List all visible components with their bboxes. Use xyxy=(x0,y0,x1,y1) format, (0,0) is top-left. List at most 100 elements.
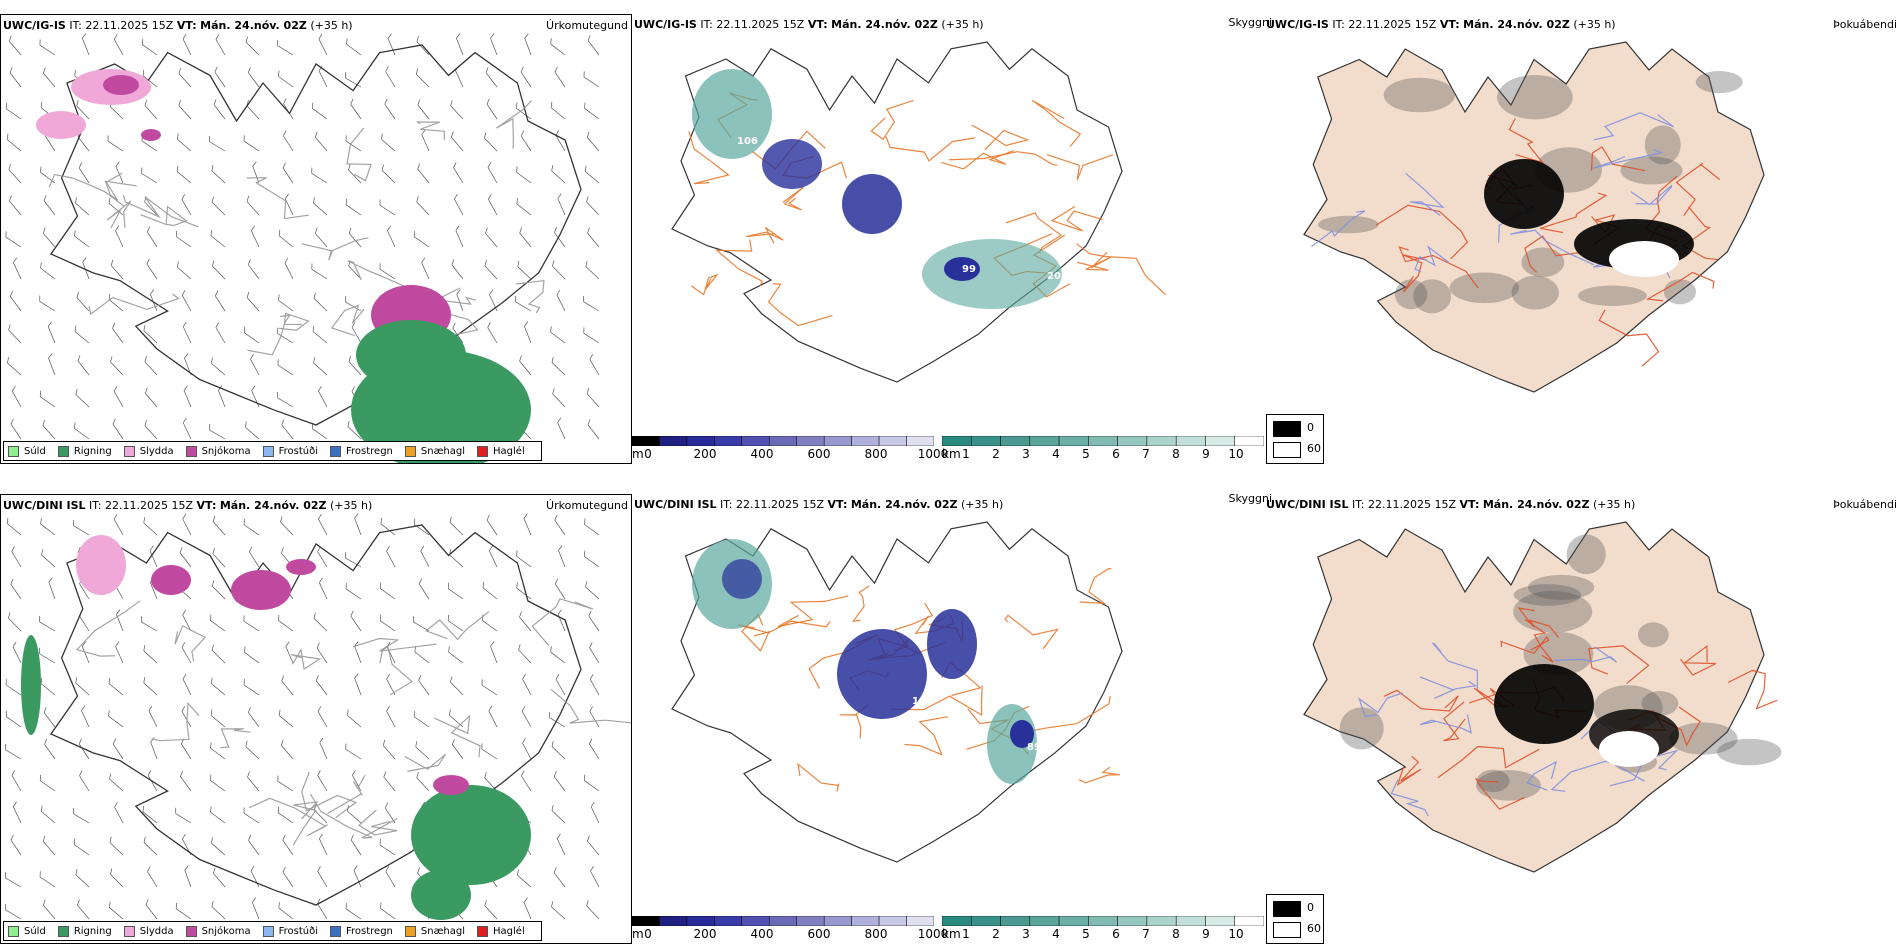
legend-swatch xyxy=(185,445,197,457)
fog-legend-top: 0 60 xyxy=(1266,414,1324,464)
fog-map-bottom xyxy=(1303,521,1782,873)
panel-visibility-bottom: 142 98 106 100 89 613 UWC/DINI ISL IT: 22.11.… xyxy=(632,492,1272,944)
visibility-label: 106 xyxy=(932,722,953,733)
tick-label: 7 xyxy=(1142,447,1150,461)
tick-label: 6 xyxy=(1112,447,1120,461)
visibility-label: 99 xyxy=(962,264,976,275)
tick-label: 4 xyxy=(1052,447,1060,461)
tick-label: 8 xyxy=(1172,447,1180,461)
tick-label: 1000 xyxy=(917,447,949,461)
legend-label: Snæhagl xyxy=(420,925,466,937)
legend-swatch xyxy=(123,445,135,457)
precip-map-bottom xyxy=(5,513,631,920)
legend-swatch xyxy=(404,925,416,937)
legend-swatch xyxy=(8,445,19,457)
tick-label: 0 xyxy=(644,927,652,941)
panel-title: Skyggni xyxy=(1228,16,1272,29)
tick-label: 1 xyxy=(962,927,970,941)
panel-header: UWC/DINI ISL IT: 22.11.2025 15Z VT: Mán.… xyxy=(3,499,373,512)
legend-label: Snæhagl xyxy=(420,445,466,457)
panel-header: UWC/DINI ISL IT: 22.11.2025 15Z VT: Mán.… xyxy=(1266,498,1636,511)
visibility-map-top: 99 123 10 203 197 106 xyxy=(671,41,1167,383)
legend-swatch xyxy=(262,925,274,937)
legend-item: Frostúði xyxy=(262,925,318,937)
legend-label: Haglél xyxy=(493,445,525,457)
legend-swatch xyxy=(404,445,416,457)
tick-label: 5 xyxy=(1082,447,1090,461)
precip-type-legend: Súld Rigning Slydda Snjókoma Frostúði Frostre… xyxy=(3,441,542,461)
legend-label: Frostúði xyxy=(278,445,318,457)
visibility-label: 613 xyxy=(1052,776,1073,787)
panel-title: Úrkomutegund xyxy=(546,19,628,32)
legend-item: Snjókoma xyxy=(185,445,251,457)
visibility-label: 10 xyxy=(932,234,946,245)
tick-label: 400 xyxy=(750,447,774,461)
fog-map-top xyxy=(1303,41,1765,393)
panel-header: UWC/DINI ISL IT: 22.11.2025 15Z VT: Mán.… xyxy=(634,498,1004,511)
legend-swatch xyxy=(330,925,341,937)
tick-label: 1 xyxy=(962,447,970,461)
legend-item: Rigning xyxy=(57,925,112,937)
visibility-label: 142 xyxy=(912,696,933,707)
tick-label: 8 xyxy=(1172,927,1180,941)
panel-title: Skyggni xyxy=(1228,492,1272,505)
legend-label: Frostúði xyxy=(278,925,318,937)
legend-item: Frostregn xyxy=(330,445,393,457)
legend-label: Slydda xyxy=(139,445,174,457)
legend-label: Rigning xyxy=(73,925,112,937)
tick-label: 3 xyxy=(1022,927,1030,941)
visibility-label: 123 xyxy=(800,216,821,227)
legend-label: Snjókoma xyxy=(201,925,251,937)
legend-swatch xyxy=(477,445,489,457)
tick-label: 10 xyxy=(1228,927,1244,941)
panel-title: Þokuábendi xyxy=(1833,18,1897,31)
visibility-label: 89 xyxy=(1027,742,1041,753)
legend-item: Frostúði xyxy=(262,445,318,457)
tick-label: 800 xyxy=(864,927,888,941)
tick-label: 2 xyxy=(992,447,1000,461)
legend-swatch xyxy=(262,445,274,457)
tick-label: 7 xyxy=(1142,927,1150,941)
panel-precip-type-bottom: UWC/DINI ISL IT: 22.11.2025 15Z VT: Mán.… xyxy=(0,494,632,944)
legend-item: Slydda xyxy=(123,925,174,937)
legend-label: Súld xyxy=(24,925,46,937)
visibility-colorbar-bottom: km 1 2 3 4 5 6 7 8 9 10 xyxy=(941,915,1265,942)
legend-label: Súld xyxy=(24,445,46,457)
panel-precip-type-top: UWC/IG-IS IT: 22.11.2025 15Z VT: Mán. 24… xyxy=(0,14,632,464)
visibility-label: 106 xyxy=(737,136,758,147)
tick-label: 600 xyxy=(807,927,831,941)
legend-label: Frostregn xyxy=(346,925,393,937)
tick-label: 9 xyxy=(1202,927,1210,941)
tick-label: 9 xyxy=(1202,447,1210,461)
visibility-label: 203 xyxy=(1047,271,1068,282)
legend-swatch xyxy=(123,925,135,937)
legend-item: Rigning xyxy=(57,445,112,457)
visibility-label: 100 xyxy=(782,592,803,603)
tick-label: 5 xyxy=(1082,927,1090,941)
panel-fog-bottom: UWC/DINI ISL IT: 22.11.2025 15Z VT: Mán.… xyxy=(1264,494,1900,944)
panel-title: Úrkomutegund xyxy=(546,499,628,512)
legend-item: Haglél xyxy=(477,925,525,937)
legend-item: Snjókoma xyxy=(185,925,251,937)
tick-label: 3 xyxy=(1022,447,1030,461)
panel-header: UWC/IG-IS IT: 22.11.2025 15Z VT: Mán. 24… xyxy=(3,19,353,32)
ceiling-colorbar-bottom: m 0 200 400 600 800 1000 xyxy=(631,915,948,942)
tick-label: 10 xyxy=(1228,447,1244,461)
fog-legend-bottom: 0 60 xyxy=(1266,894,1324,944)
tick-label: 200 xyxy=(693,927,717,941)
panel-header: UWC/IG-IS IT: 22.11.2025 15Z VT: Mán. 24… xyxy=(1266,18,1616,31)
legend-label: Rigning xyxy=(73,445,112,457)
tick-label: 1000 xyxy=(917,927,949,941)
precip-map-top xyxy=(5,33,600,463)
legend-item: Frostregn xyxy=(330,925,393,937)
legend-label: Haglél xyxy=(493,925,525,937)
legend-item: Snæhagl xyxy=(404,925,466,937)
panel-title: Þokuábendi xyxy=(1833,498,1897,511)
tick-label: 0 xyxy=(644,447,652,461)
tick-label: 800 xyxy=(864,447,888,461)
tick-label: 200 xyxy=(693,447,717,461)
panel-visibility-top: 99 123 10 203 197 106 UWC/IG-IS IT: 22.11.202… xyxy=(632,14,1272,464)
visibility-label: 98 xyxy=(982,688,996,699)
tick-label: 2 xyxy=(992,927,1000,941)
legend-swatch xyxy=(57,925,69,937)
